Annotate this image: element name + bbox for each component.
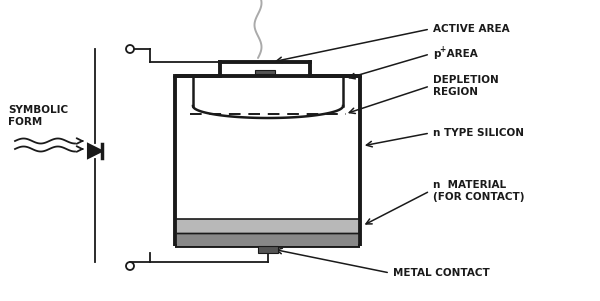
Polygon shape: [88, 144, 102, 158]
Text: +: +: [439, 45, 445, 54]
Text: ACTIVE AREA: ACTIVE AREA: [433, 24, 509, 34]
Text: p: p: [433, 49, 440, 59]
Bar: [177, 219, 358, 233]
Text: METAL CONTACT: METAL CONTACT: [393, 268, 490, 278]
Circle shape: [126, 262, 134, 270]
Text: n TYPE SILICON: n TYPE SILICON: [433, 128, 524, 138]
Text: n  MATERIAL
(FOR CONTACT): n MATERIAL (FOR CONTACT): [433, 180, 524, 202]
Text: DEPLETION
REGION: DEPLETION REGION: [433, 75, 499, 97]
Text: SYMBOLIC
FORM: SYMBOLIC FORM: [8, 105, 68, 127]
Circle shape: [126, 45, 134, 53]
Bar: [257, 246, 277, 253]
Text: AREA: AREA: [443, 49, 478, 59]
Bar: [255, 70, 275, 74]
Bar: [177, 233, 358, 246]
